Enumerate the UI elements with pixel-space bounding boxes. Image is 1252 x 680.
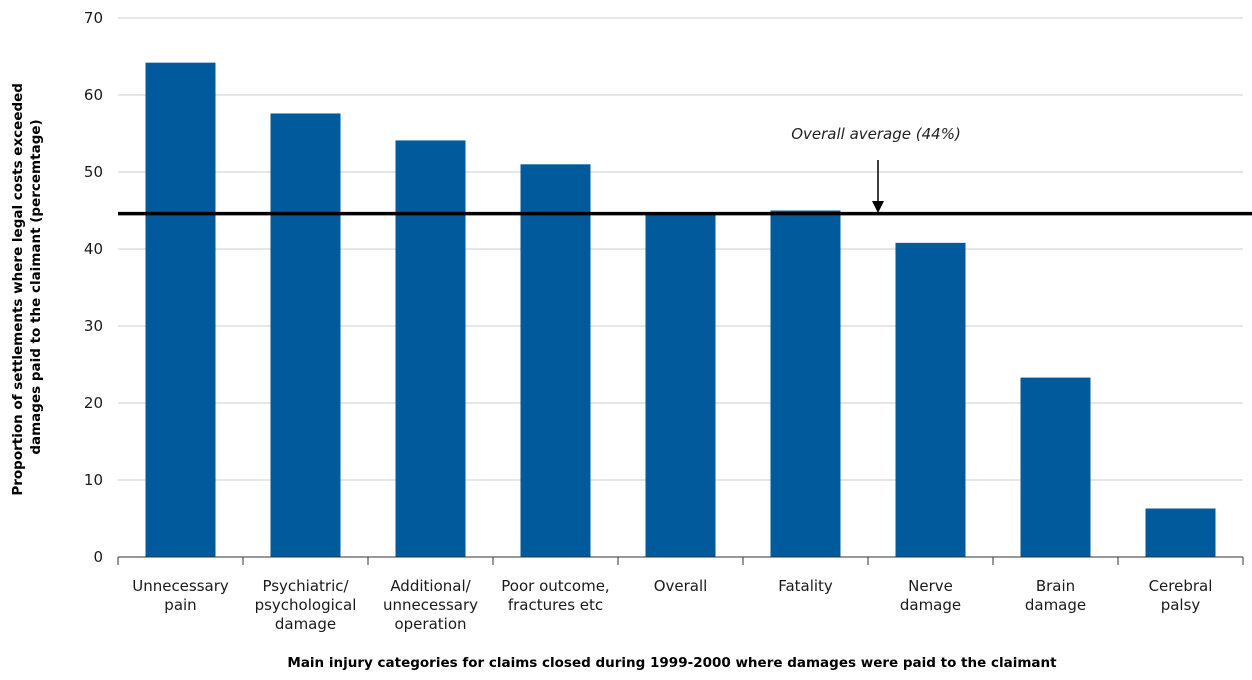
bar [520, 164, 591, 558]
x-category-label: Nerve damage [900, 577, 961, 614]
x-category-label: Overall [654, 577, 708, 595]
x-axis-ticks [117, 557, 1244, 565]
bar [645, 212, 716, 558]
y-axis-title-line-1: Proportion of settlements where legal co… [10, 83, 26, 496]
bar [770, 210, 841, 557]
y-tick-label: 10 [84, 471, 103, 489]
x-category-label: Additional/unnecessary operation [383, 577, 478, 633]
bar [270, 113, 341, 557]
y-axis-title: Proportion of settlements where legal co… [10, 78, 44, 495]
bar [145, 62, 216, 557]
x-category-label: Fatality [778, 577, 833, 595]
x-axis-title: Main injury categories for claims closed… [287, 655, 1057, 671]
overall-average-label: Overall average (44%) [791, 125, 961, 143]
y-tick-label: 60 [84, 86, 103, 104]
x-category-label: Poor outcome, fractures etc [501, 577, 609, 614]
x-category-label: Psychiatric/psychological damage [255, 577, 357, 633]
bar [1020, 377, 1091, 557]
y-tick-label: 70 [84, 9, 103, 27]
bars [145, 62, 1216, 558]
bar [895, 242, 966, 557]
bar [1145, 508, 1216, 557]
y-tick-label: 20 [84, 394, 103, 412]
x-category-label: Cerebral palsy [1149, 577, 1213, 614]
arrow-down-icon [872, 201, 884, 213]
y-tick-label: 40 [84, 240, 103, 258]
y-tick-label: 50 [84, 163, 103, 181]
x-axis-category-labels: Unnecessary pain Psychiatric/psychological… [132, 577, 1212, 633]
y-tick-label: 30 [84, 317, 103, 335]
bar [395, 140, 466, 557]
x-category-label: Unnecessary pain [132, 577, 229, 614]
y-axis-ticks: 0 10 20 30 40 50 60 70 [84, 9, 103, 566]
y-axis-title-line-2: damages paid to the claimant (percemtage… [28, 119, 44, 454]
x-category-label: Brain damage [1025, 577, 1086, 614]
y-tick-label: 0 [93, 548, 103, 566]
